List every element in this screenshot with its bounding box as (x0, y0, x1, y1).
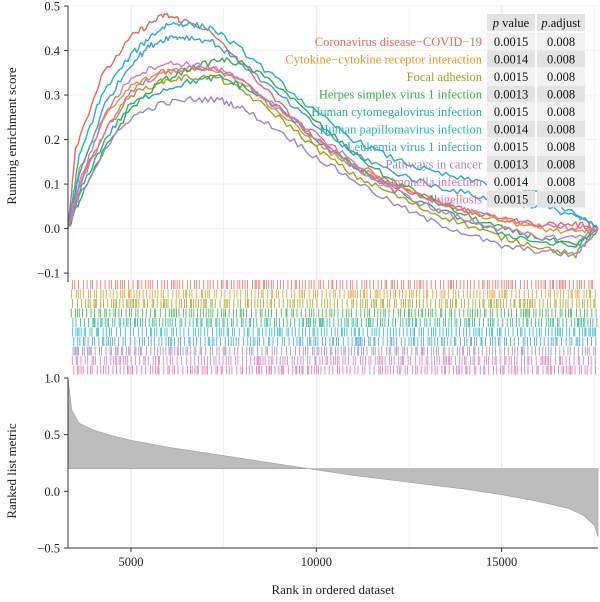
table-cell (537, 85, 585, 103)
table-cell (537, 190, 585, 208)
padjust-cell: 0.008 (547, 88, 575, 102)
gene-hit-bars (70, 280, 598, 375)
enrichment-y-tick-label: 0.4 (44, 44, 60, 58)
metric-y-tick-label: 0.0 (44, 485, 60, 499)
legend-entry: Human papillomavirus infection (320, 123, 483, 137)
rank-metric-area (67, 377, 599, 537)
enrichment-y-tick-label: 0.0 (44, 222, 60, 236)
enrichment-y-tick-label: 0.3 (44, 89, 60, 103)
axes: −0.1 0.0 0.1 0.2 0.3 0.4 0.5 −0.5 0.0 0.5 1.0 5000 1… (4, 0, 598, 597)
x-tick-label: 5000 (119, 555, 144, 569)
legend-entry: Pathways in cancer (386, 158, 483, 172)
gene-hit-row (70, 289, 596, 299)
enrichment-y-axis-title: Running enrichment score (4, 67, 19, 204)
table-cell (487, 33, 535, 50)
legend-entry: Leukemia virus 1 infection (347, 140, 483, 154)
metric-y-tick-label: −0.5 (37, 542, 60, 556)
gene-hit-row (72, 299, 596, 308)
x-tick-label: 10000 (301, 555, 332, 569)
table-cell (487, 68, 535, 85)
table-cell (487, 103, 535, 120)
legend-entry: Cytokine−cytokine receptor interaction (285, 53, 482, 67)
pvalue-cell: 0.0015 (494, 193, 528, 207)
x-tick-label: 15000 (486, 555, 517, 569)
gene-hit-row (70, 308, 597, 318)
table-cell (537, 103, 585, 120)
enrichment-line (67, 74, 599, 259)
pvalue-cell: 0.0014 (494, 123, 529, 137)
table-cell (537, 138, 585, 155)
padjust-column-header: p.adjust (540, 16, 581, 30)
table-cell (537, 173, 585, 190)
table-cell (537, 68, 585, 85)
padjust-cell: 0.008 (547, 105, 575, 119)
padjust-cell: 0.008 (547, 70, 575, 84)
gene-hit-row (72, 346, 597, 356)
table-cell (537, 33, 585, 50)
table-cell (487, 173, 535, 190)
padjust-cell: 0.008 (547, 53, 575, 67)
enrichment-line (67, 96, 599, 258)
rank-metric-fill (67, 377, 599, 537)
enrichment-lines (67, 12, 599, 259)
enrichment-line (67, 64, 599, 232)
pvalue-cell: 0.0013 (494, 88, 528, 102)
table-cell (487, 50, 535, 68)
enrichment-line (67, 65, 599, 235)
gene-hit-row (71, 356, 596, 365)
gene-hit-row (72, 318, 598, 327)
pvalue-cell: 0.0015 (494, 105, 528, 119)
enrichment-y-tick-label: 0.1 (44, 178, 60, 192)
table-cell (537, 50, 585, 68)
pvalue-cell: 0.0014 (494, 53, 529, 67)
table-cell (487, 190, 535, 208)
metric-y-tick-label: 0.5 (44, 428, 60, 442)
table-cell (537, 155, 585, 173)
pvalue-column-header: p value (492, 16, 530, 30)
legend: Coronavirus disease−COVID−19 Cytokine−cyt… (285, 35, 482, 207)
pvalue-cell: 0.0015 (494, 140, 528, 154)
x-axis-title: Rank in ordered dataset (271, 582, 394, 597)
legend-entry: Shigellosis (427, 193, 482, 207)
table-cell (537, 120, 585, 138)
pvalue-cell: 0.0015 (494, 35, 528, 49)
metric-y-tick-label: 1.0 (44, 372, 60, 386)
legend-entry: Focal adhesion (407, 70, 483, 84)
table-header-cell (487, 14, 535, 31)
pvalue-cell: 0.0015 (494, 70, 528, 84)
enrichment-y-tick-label: 0.5 (44, 0, 60, 14)
enrichment-y-tick-label: −0.1 (37, 267, 60, 281)
table-header-cell (537, 14, 585, 31)
pvalue-table: p value p.adjust 0.0015 0.008 0.0014 0.008 0.0… (487, 14, 585, 208)
table-cell (487, 85, 535, 103)
gene-hit-row (72, 327, 597, 337)
pvalue-cell: 0.0014 (494, 175, 529, 189)
legend-entry: Salmonella infection (378, 175, 483, 189)
gene-hit-row (73, 337, 597, 346)
gene-hit-row (73, 365, 596, 375)
padjust-cell: 0.008 (547, 140, 575, 154)
pvalue-cell: 0.0013 (494, 158, 528, 172)
grid-lines (68, 5, 598, 548)
enrichment-y-tick-label: 0.2 (44, 133, 60, 147)
gene-hit-row (72, 280, 594, 289)
legend-entry: Human cytomegalovirus infection (311, 105, 483, 119)
table-cell (487, 155, 535, 173)
table-cell (487, 138, 535, 155)
padjust-cell: 0.008 (547, 158, 575, 172)
padjust-cell: 0.008 (547, 175, 575, 189)
padjust-cell: 0.008 (547, 193, 575, 207)
legend-entry: Herpes simplex virus 1 infection (319, 88, 483, 102)
metric-y-axis-title: Ranked list metric (4, 423, 19, 519)
legend-entry: Coronavirus disease−COVID−19 (315, 35, 482, 49)
table-cell (487, 120, 535, 138)
padjust-cell: 0.008 (547, 123, 575, 137)
padjust-cell: 0.008 (547, 35, 575, 49)
